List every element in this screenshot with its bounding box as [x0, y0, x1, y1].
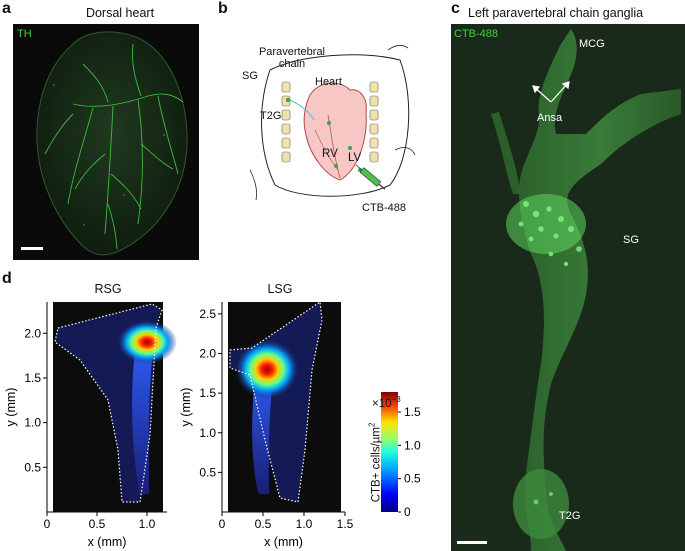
- scale-bar: [457, 541, 487, 544]
- x-tick-label: 1.0: [296, 517, 313, 531]
- x-tick-label: 1.5: [337, 517, 354, 531]
- panel-c-stain-label: CTB-488: [454, 28, 499, 40]
- lsg-title: LSG: [267, 282, 293, 296]
- panel-a-stain-label: TH: [17, 28, 32, 40]
- panel-b-letter: b: [218, 0, 228, 17]
- y-tick-label: 1.0: [24, 416, 41, 430]
- x-axis-label: x (mm): [88, 535, 127, 549]
- colorbar-gradient: [381, 392, 398, 512]
- x-tick-label: 0: [219, 517, 226, 531]
- panel-a-title: Dorsal heart: [85, 6, 155, 20]
- panel-a-letter: a: [2, 0, 11, 17]
- colorbar-tick-label: 1.0: [404, 438, 421, 452]
- colorbar-label: CTB+ cells/µm2: [367, 422, 383, 503]
- y-tick-label: 0.5: [199, 465, 216, 479]
- ganglion-outline: [54, 303, 163, 503]
- colorbar-tick-label: 0: [404, 505, 411, 519]
- x-tick-label: 0: [44, 517, 51, 531]
- label-rv: RV: [322, 148, 338, 160]
- label-sg: SG: [242, 70, 258, 82]
- label-chain-2: chain: [278, 58, 306, 70]
- x-tick-label: 0.5: [255, 517, 272, 531]
- dorsal-heart-image: TH: [13, 24, 199, 260]
- density-hotspot: [117, 320, 177, 365]
- label-tracer: CTB-488: [362, 202, 407, 214]
- x-tick-label: 0.5: [89, 517, 106, 531]
- y-tick-label: 1.5: [199, 386, 216, 400]
- label-c-t2g: T2G: [559, 510, 581, 522]
- panel-d-heatmaps: 0 0.5 1.0 0.5 1.0 1.5 2.0 x (mm) y (mm) 0 0.5 1.0 1…: [4, 300, 421, 549]
- label-chain-1: Paravertebral: [258, 46, 326, 58]
- label-heart: Heart: [315, 76, 342, 88]
- y-tick-label: 0.5: [24, 460, 41, 474]
- y-tick-label: 2.0: [199, 347, 216, 361]
- colorbar-tick-label: 0.5: [404, 472, 421, 486]
- y-tick-label: 2.5: [199, 307, 216, 321]
- y-tick-label: 1.5: [24, 371, 41, 385]
- colorbar-exponent: ×10−3: [372, 395, 401, 410]
- panel-c-letter: c: [451, 0, 460, 17]
- x-tick-label: 1.0: [139, 517, 156, 531]
- colorbar-tick-label: 1.5: [404, 405, 421, 419]
- panel-d-letter: d: [2, 270, 12, 287]
- schematic-diagram: Paravertebral chain Heart SG T2G RV LV C…: [210, 20, 425, 220]
- panel-c-title: Left paravertebral chain ganglia: [468, 6, 644, 20]
- y-axis-label: y (mm): [4, 388, 18, 427]
- density-hotspot: [235, 339, 300, 400]
- y-tick-label: 2.0: [24, 326, 41, 340]
- rsg-title: RSG: [94, 282, 122, 296]
- label-t2g: T2G: [260, 110, 282, 122]
- label-lv: LV: [348, 152, 362, 164]
- density-stem: [132, 352, 153, 494]
- x-axis-label: x (mm): [264, 535, 303, 549]
- ganglia-image: CTB-488 MCG Ansa SG T2G: [451, 24, 685, 551]
- scale-bar: [21, 247, 43, 250]
- label-ansa: Ansa: [537, 112, 563, 124]
- y-tick-label: 1.0: [199, 426, 216, 440]
- label-c-sg: SG: [623, 234, 639, 246]
- label-mcg: MCG: [579, 38, 605, 50]
- y-axis-label: y (mm): [179, 388, 193, 427]
